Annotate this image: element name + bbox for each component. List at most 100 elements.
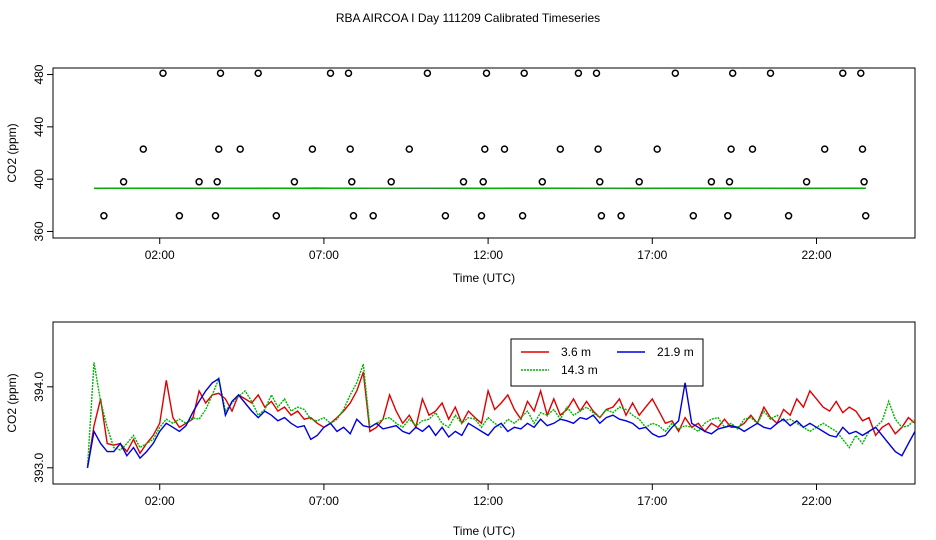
bottom-panel: 393.0 394.0 02:00 07:00 12:00 17:00 22:00 Tim… <box>5 321 916 538</box>
top-data-point <box>387 178 395 186</box>
top-plot-frame <box>52 67 916 239</box>
top-data-point <box>100 212 108 220</box>
top-data-point <box>635 178 643 186</box>
top-data-point <box>211 212 220 220</box>
top-data-point <box>254 69 262 77</box>
top-data-point <box>518 212 527 220</box>
legend-label: 21.9 m <box>657 345 694 359</box>
top-data-point <box>596 178 604 186</box>
top-data-point <box>348 178 356 186</box>
top-data-point <box>857 69 865 77</box>
top-panel: 360 400 440 480 02:00 07:00 12:00 17:00 22:00 T… <box>5 64 916 285</box>
bottom-x-tick-label: 07:00 <box>309 494 339 508</box>
bottom-x-tick-label: 22:00 <box>801 494 831 508</box>
top-data-point <box>195 178 203 186</box>
top-data-point <box>349 212 358 220</box>
top-data-point <box>272 212 281 220</box>
top-data-point <box>477 212 486 220</box>
top-data-point <box>839 69 847 77</box>
top-data-point <box>344 69 353 77</box>
bottom-y-axis: 393.0 394.0 <box>32 371 53 483</box>
top-data-point <box>727 145 735 153</box>
bottom-y-tick-label: 393.0 <box>32 452 46 482</box>
bottom-series-line-3-6-m <box>86 371 915 468</box>
bottom-x-tick-label: 17:00 <box>637 494 667 508</box>
top-data-point <box>671 69 680 77</box>
top-x-tick-label: 17:00 <box>637 248 667 262</box>
top-data-point <box>766 69 775 77</box>
top-data-point <box>707 178 716 186</box>
bottom-y-axis-title: CO2 (ppm) <box>5 373 19 432</box>
top-data-point <box>689 212 698 220</box>
top-y-tick-label: 400 <box>32 169 46 189</box>
top-x-tick-label: 12:00 <box>473 248 503 262</box>
bottom-x-axis: 02:00 07:00 12:00 17:00 22:00 <box>145 484 832 508</box>
top-x-tick-label: 22:00 <box>801 248 831 262</box>
top-data-point <box>459 178 468 186</box>
top-data-point <box>216 69 225 77</box>
top-data-point <box>784 212 793 220</box>
top-data-point <box>159 69 167 77</box>
top-data-point <box>119 178 128 186</box>
top-data-point <box>594 145 602 153</box>
legend-box <box>510 338 704 387</box>
top-x-axis-title: Time (UTC) <box>453 271 515 285</box>
top-data-point <box>215 145 223 153</box>
top-y-tick-label: 360 <box>32 221 46 241</box>
top-data-point <box>308 145 317 153</box>
top-data-point <box>538 178 547 186</box>
top-x-tick-label: 02:00 <box>145 248 175 262</box>
chart-legend: 3.6 m 21.9 m 14.3 m <box>510 338 704 387</box>
chart-title: RBA AIRCOA I Day 111209 Calibrated Times… <box>336 11 600 25</box>
top-data-point <box>802 178 811 186</box>
top-data-point <box>860 178 868 186</box>
bottom-series-line-21-9-m <box>86 377 915 468</box>
top-data-point <box>213 178 221 186</box>
top-data-point <box>139 145 148 153</box>
top-points <box>100 69 870 220</box>
bottom-series-line-14-3-m <box>86 362 915 468</box>
legend-label: 3.6 m <box>561 345 591 359</box>
top-data-point <box>369 212 377 220</box>
top-data-point <box>597 212 606 220</box>
top-y-tick-label: 440 <box>32 117 46 137</box>
top-series-lines <box>93 187 866 190</box>
top-y-axis: 360 400 440 480 <box>32 64 53 241</box>
top-x-tick-label: 07:00 <box>309 248 339 262</box>
top-data-point <box>748 145 757 153</box>
top-data-point <box>441 212 450 220</box>
top-data-point <box>236 145 244 153</box>
top-data-point <box>858 145 867 153</box>
top-x-axis: 02:00 07:00 12:00 17:00 22:00 <box>145 238 832 262</box>
top-data-point <box>592 69 601 77</box>
top-data-point <box>725 178 734 186</box>
top-data-point <box>520 69 528 77</box>
legend-label: 14.3 m <box>561 363 598 377</box>
top-data-point <box>405 145 414 153</box>
top-data-point <box>556 145 565 153</box>
top-data-point <box>346 145 354 153</box>
bottom-series-lines <box>86 362 915 468</box>
bottom-x-axis-title: Time (UTC) <box>453 524 515 538</box>
top-data-point <box>481 145 489 153</box>
top-data-point <box>175 212 184 220</box>
bottom-x-tick-label: 12:00 <box>473 494 503 508</box>
top-data-point <box>482 69 491 77</box>
top-data-point <box>500 145 509 153</box>
top-data-point <box>574 69 583 77</box>
top-data-point <box>653 145 661 153</box>
top-data-point <box>423 69 432 77</box>
top-y-axis-title: CO2 (ppm) <box>5 123 19 182</box>
top-data-point <box>617 212 625 220</box>
top-data-point <box>479 178 487 186</box>
top-data-point <box>290 178 299 186</box>
bottom-plot-frame <box>52 321 916 485</box>
top-data-point <box>326 69 335 77</box>
bottom-x-tick-label: 02:00 <box>145 494 175 508</box>
top-data-point <box>724 212 732 220</box>
top-y-tick-label: 480 <box>32 64 46 84</box>
top-data-point <box>861 212 870 220</box>
top-data-point <box>728 69 737 77</box>
